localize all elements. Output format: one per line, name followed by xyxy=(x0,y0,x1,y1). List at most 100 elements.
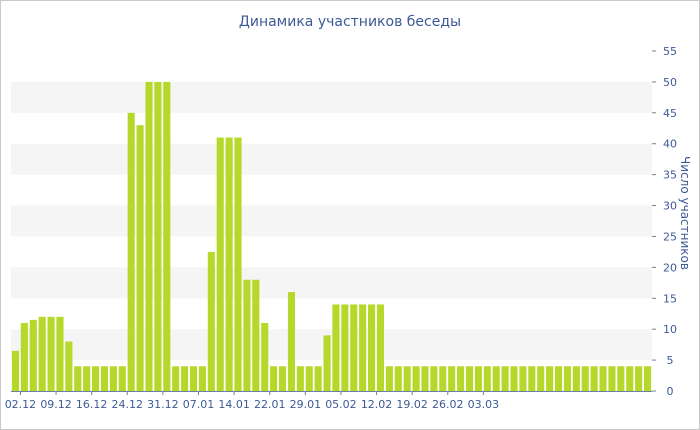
grid-band xyxy=(11,205,652,237)
chart-title: Динамика участников беседы xyxy=(238,14,462,30)
y-tick-label: 55 xyxy=(663,45,677,58)
y-tick-label: 15 xyxy=(663,292,677,305)
bar xyxy=(100,366,109,391)
bar xyxy=(20,323,28,391)
bar xyxy=(537,366,545,391)
bar xyxy=(350,304,358,391)
x-tick-label: 22.01 xyxy=(254,398,286,411)
bar xyxy=(590,366,598,391)
y-tick-label: 0 xyxy=(667,385,674,398)
bar xyxy=(608,366,616,391)
bar xyxy=(261,323,269,391)
bar xyxy=(563,366,571,391)
bar xyxy=(412,366,420,391)
bar xyxy=(501,366,509,391)
y-tick-label: 5 xyxy=(667,354,674,367)
bar xyxy=(599,366,607,391)
bar xyxy=(29,319,37,391)
bar xyxy=(474,366,482,391)
bar xyxy=(11,350,19,391)
bar xyxy=(492,366,500,391)
bar xyxy=(421,366,429,391)
bar-series xyxy=(11,81,652,392)
bar xyxy=(136,125,144,392)
bar xyxy=(403,366,411,391)
bar xyxy=(47,316,55,391)
grid-band xyxy=(11,329,652,361)
bar xyxy=(546,366,554,391)
bar xyxy=(528,366,536,391)
bar xyxy=(92,366,100,391)
y-tick-label: 10 xyxy=(663,323,677,336)
bar xyxy=(376,304,385,391)
x-tick-label: 19.02 xyxy=(396,398,428,411)
y-tick-label: 40 xyxy=(663,138,677,151)
bar xyxy=(65,341,73,391)
bar xyxy=(617,366,625,391)
bar xyxy=(38,316,46,391)
bar xyxy=(181,366,189,391)
bar xyxy=(225,137,233,391)
x-tick-label: 16.12 xyxy=(76,398,108,411)
bar xyxy=(430,366,438,391)
bar xyxy=(189,366,198,391)
bar xyxy=(109,366,117,391)
x-tick-label: 31.12 xyxy=(147,398,179,411)
bar xyxy=(359,304,367,391)
y-axis-ticks: 0 5 10 15 20 25 30 35 40 45 50 55 xyxy=(652,45,677,398)
y-tick-label: 50 xyxy=(663,76,677,89)
bar xyxy=(519,366,527,391)
bar xyxy=(341,304,349,391)
x-tick-label: 29.01 xyxy=(290,398,322,411)
bar xyxy=(368,304,376,391)
bar xyxy=(448,366,456,391)
x-tick-label: 12.02 xyxy=(361,398,393,411)
bar xyxy=(581,366,589,391)
bar xyxy=(332,304,340,391)
grid-band xyxy=(11,81,652,113)
bar xyxy=(163,81,171,391)
bar xyxy=(216,137,224,391)
y-tick-label: 45 xyxy=(663,107,677,120)
bar xyxy=(572,366,580,391)
bar xyxy=(154,81,162,391)
x-tick-label: 09.12 xyxy=(40,398,72,411)
grid-band xyxy=(11,143,652,175)
x-tick-label: 24.12 xyxy=(112,398,144,411)
bar xyxy=(74,366,82,391)
bar xyxy=(323,335,331,391)
x-tick-label: 14.01 xyxy=(218,398,250,411)
bar xyxy=(207,251,215,391)
bar xyxy=(234,137,242,391)
bar xyxy=(457,366,465,391)
bar xyxy=(644,366,652,391)
bar xyxy=(145,81,153,391)
bar xyxy=(56,316,64,391)
bar xyxy=(305,366,313,391)
bar xyxy=(296,366,304,391)
x-tick-label: 07.01 xyxy=(183,398,215,411)
bar xyxy=(510,366,518,391)
y-tick-label: 25 xyxy=(663,230,677,243)
bar xyxy=(278,366,287,391)
x-tick-label: 05.02 xyxy=(325,398,357,411)
bar xyxy=(626,366,634,391)
grid-bands xyxy=(11,81,652,361)
y-axis-title: Число участников xyxy=(678,156,692,270)
bar xyxy=(394,366,402,391)
bar xyxy=(172,366,180,391)
bar xyxy=(554,366,563,391)
y-tick-label: 35 xyxy=(663,169,677,182)
bar xyxy=(83,366,91,391)
x-tick-label: 02.12 xyxy=(5,398,37,411)
y-tick-label: 30 xyxy=(663,200,677,213)
bar xyxy=(127,112,135,391)
bar xyxy=(270,366,278,391)
x-tick-label: 26.02 xyxy=(432,398,464,411)
bar xyxy=(439,366,447,391)
bar xyxy=(287,292,295,391)
bar xyxy=(465,366,474,391)
bar xyxy=(198,366,206,391)
